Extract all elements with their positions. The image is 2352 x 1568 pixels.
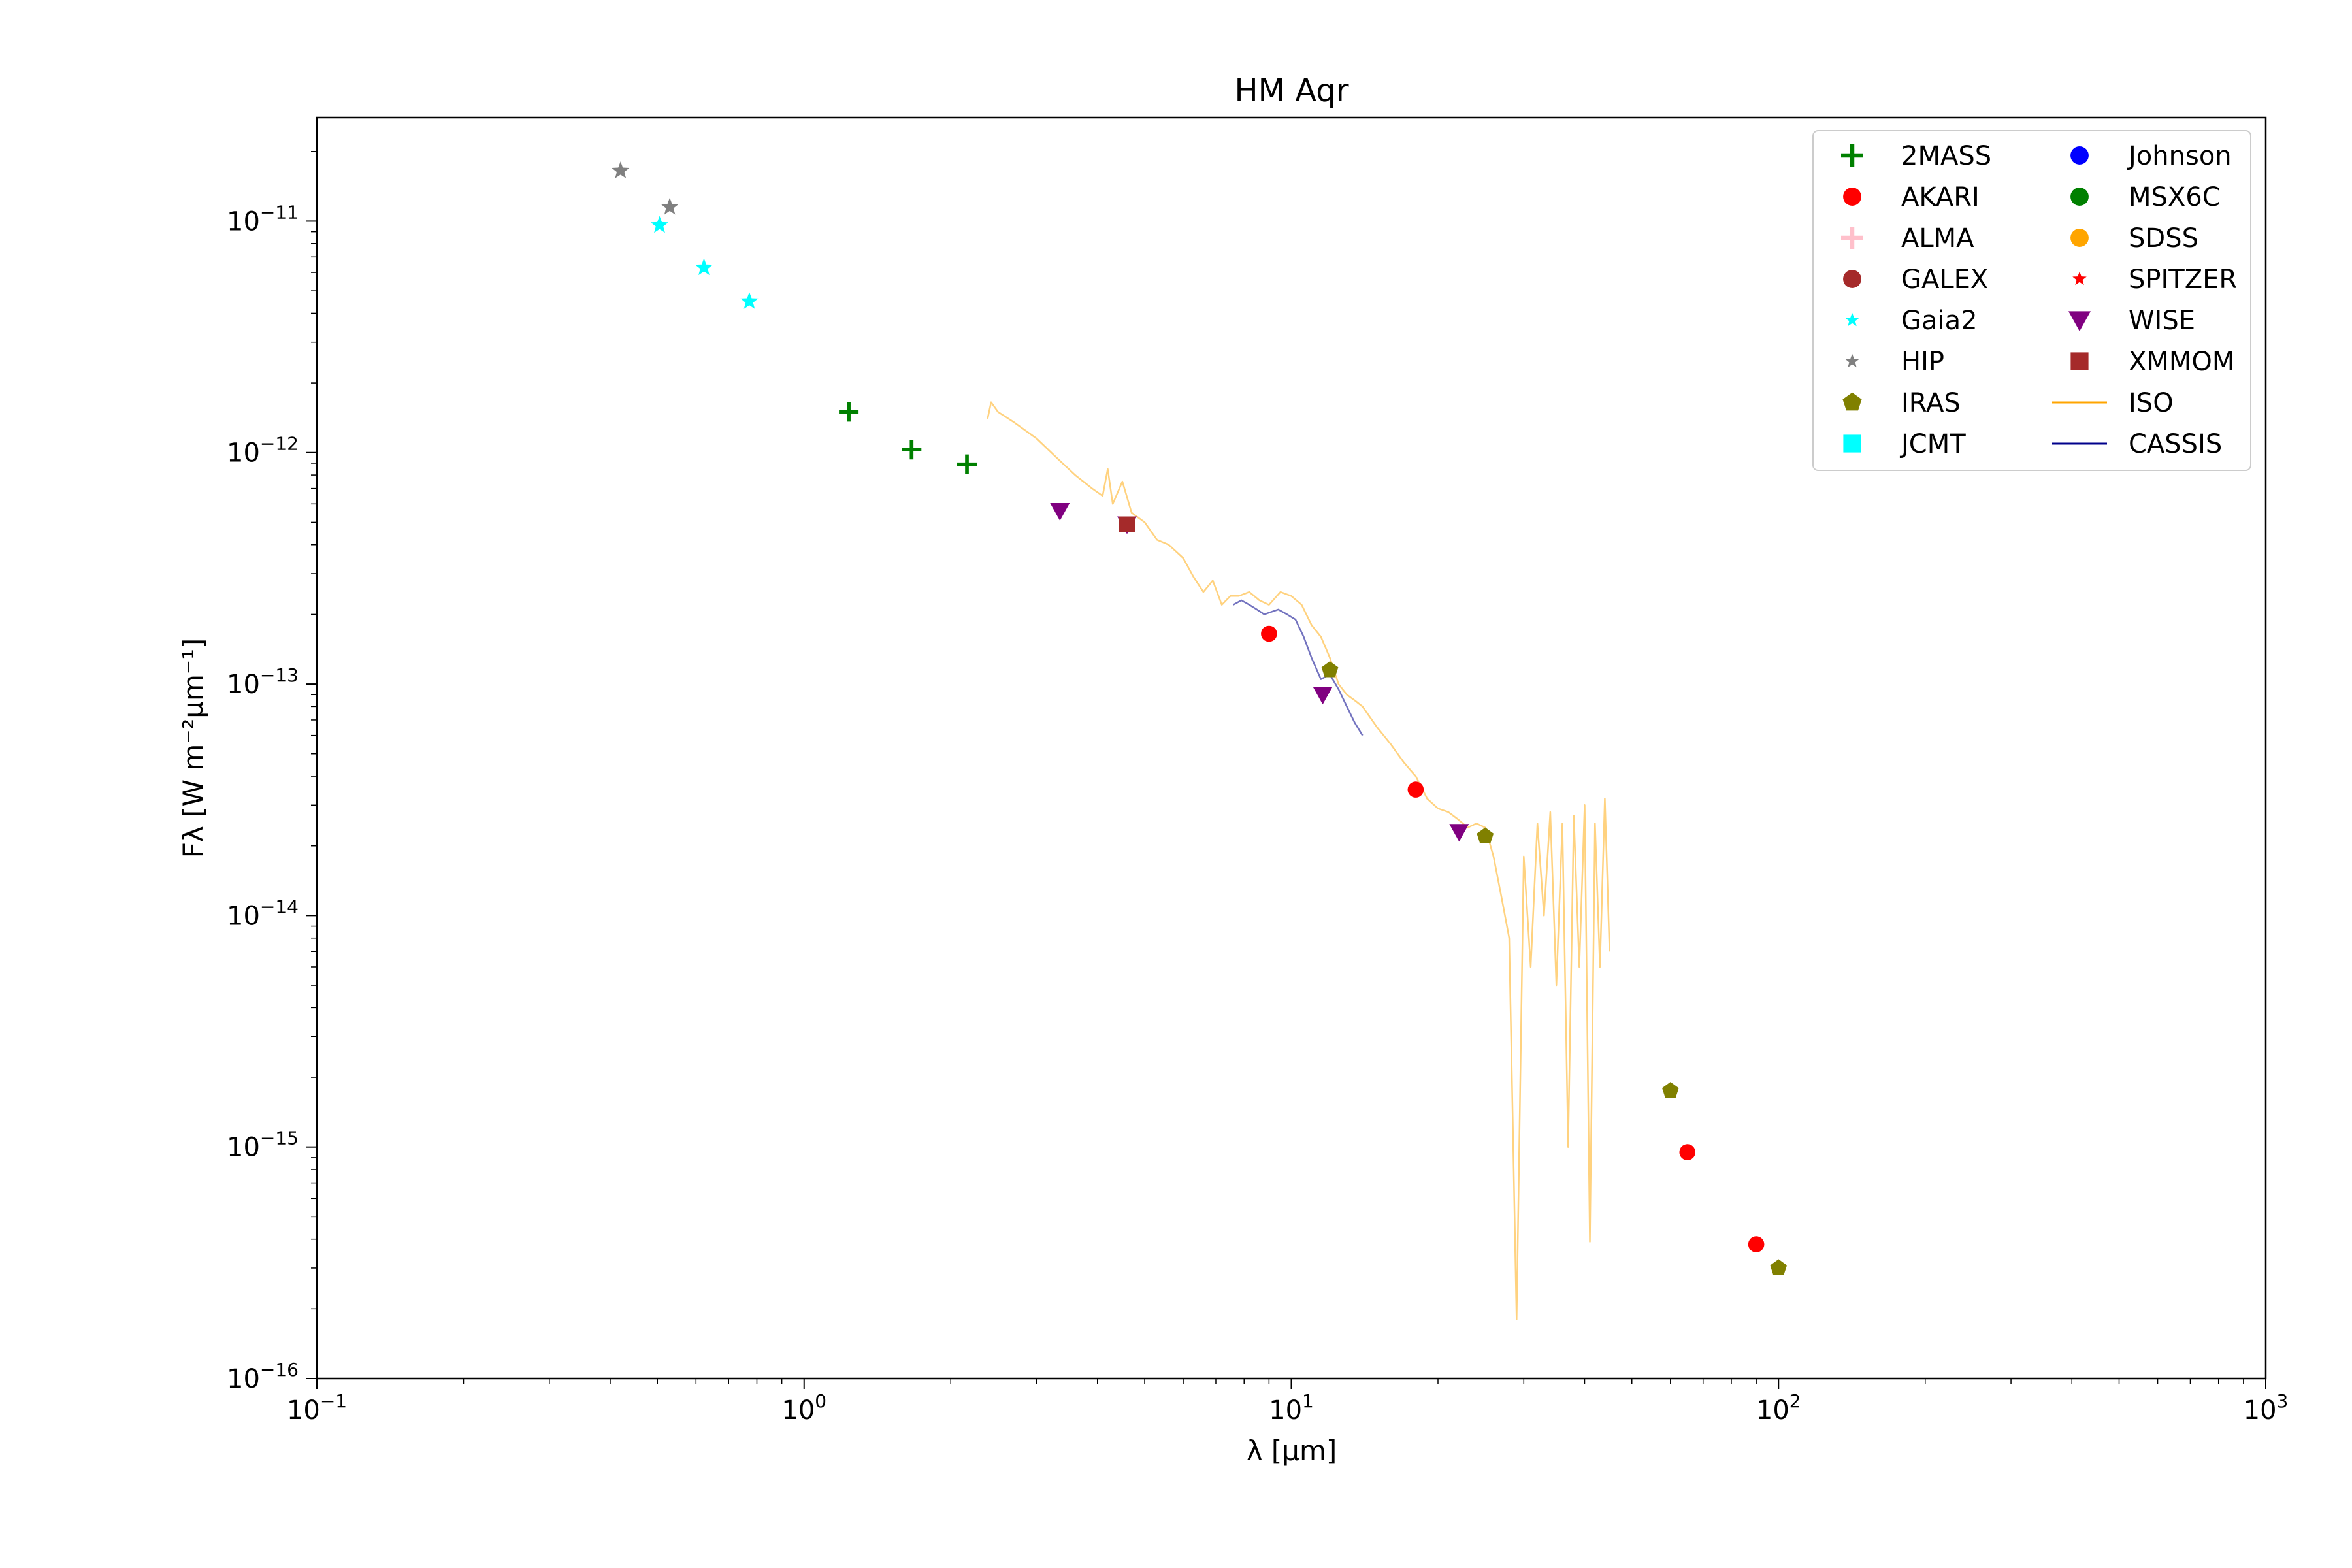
point-iras-3 (1770, 1259, 1788, 1275)
legend-swatch-galex (1843, 270, 1861, 288)
legend-label-msx6c: MSX6C (2129, 182, 2221, 212)
chart-title: HM Aqr (1235, 73, 1349, 109)
legend-swatch-msx6c (2070, 188, 2089, 206)
x-tick-label: 10−1 (287, 1390, 347, 1426)
point-wise-0 (1050, 502, 1070, 521)
x-tick-label: 102 (1756, 1390, 1801, 1426)
points-layer (612, 161, 1788, 1275)
legend-swatch-akari (1843, 188, 1861, 206)
legend-swatch-alma (1841, 227, 1863, 249)
point-akari-1 (1407, 781, 1424, 798)
x-tick-label: 101 (1269, 1390, 1314, 1426)
legend-box (1812, 130, 2251, 471)
line-cassis (1233, 599, 1364, 736)
legend-label-iso: ISO (2129, 388, 2174, 418)
legend-swatch-jcmt (1843, 434, 1861, 453)
x-axis-label: λ [μm] (1247, 1435, 1337, 1467)
point-gaia2-2 (740, 292, 759, 309)
legend-label-2mass: 2MASS (1901, 141, 1991, 171)
point-wise-2 (1313, 687, 1333, 705)
point-wise-3 (1449, 824, 1469, 842)
point-iras-2 (1662, 1082, 1679, 1098)
legend-label-akari: AKARI (1901, 182, 1980, 212)
legend-swatch-xmmom (2070, 352, 2089, 370)
point-2mass-1 (902, 440, 922, 460)
legend-label-galex: GALEX (1901, 265, 1988, 295)
legend-label-alma: ALMA (1901, 223, 1974, 253)
legend: 2MASS AKARI ALMA GALEX Gaia2 HIP IRAS JCMT Johns… (1812, 130, 2251, 471)
spectra-layer (987, 401, 1610, 1320)
legend-label-johnson: Johnson (2127, 141, 2232, 171)
legend-swatch-johnson (2070, 146, 2089, 165)
point-hip-0 (612, 161, 630, 178)
legend-swatch-wise (2068, 311, 2091, 331)
point-akari-0 (1261, 625, 1277, 642)
legend-label-hip: HIP (1901, 347, 1944, 377)
legend-swatch-spitzer (2072, 271, 2087, 286)
y-tick-label: 10−12 (227, 433, 299, 468)
legend-label-sdss: SDSS (2129, 223, 2198, 253)
legend-label-cassis: CASSIS (2129, 429, 2222, 459)
point-iras-1 (1477, 827, 1494, 843)
point-gaia2-0 (650, 216, 668, 233)
point-hip-1 (661, 197, 679, 215)
point-2mass-0 (839, 402, 859, 422)
point-iras-0 (1321, 661, 1339, 678)
y-tick-label: 10−14 (227, 896, 299, 931)
point-akari-3 (1748, 1236, 1765, 1252)
legend-swatch-2mass (1841, 144, 1863, 167)
y-tick-label: 10−15 (227, 1128, 299, 1163)
legend-label-xmmom: XMMOM (2129, 347, 2234, 377)
legend-swatch-gaia2 (1845, 312, 1859, 327)
y-tick-label: 10−13 (227, 664, 299, 700)
x-tick-label: 103 (2244, 1390, 2289, 1426)
point-2mass-2 (957, 454, 977, 474)
legend-label-iras: IRAS (1901, 388, 1961, 418)
legend-label-jcmt: JCMT (1899, 429, 1966, 459)
legend-swatch-sdss (2070, 229, 2089, 247)
y-tick-label: 10−16 (227, 1359, 299, 1394)
point-gaia2-1 (694, 258, 713, 276)
axis-ticks: 10−1 100 101 102 103 10−16 10−15 10−14 10−13 10−1… (227, 151, 2289, 1426)
legend-label-spitzer: SPITZER (2129, 265, 2237, 295)
y-tick-label: 10−11 (227, 201, 299, 237)
point-akari-2 (1679, 1144, 1696, 1160)
legend-label-gaia2: Gaia2 (1901, 306, 1978, 336)
legend-swatch-iras (1842, 392, 1862, 411)
line-iso (987, 401, 1610, 1320)
y-axis-label: Fλ [W m⁻²μm⁻¹] (177, 638, 209, 858)
point-xmmom-0 (1119, 516, 1135, 532)
legend-swatch-hip (1845, 353, 1859, 368)
legend-label-wise: WISE (2129, 306, 2195, 336)
x-tick-label: 100 (781, 1390, 826, 1426)
